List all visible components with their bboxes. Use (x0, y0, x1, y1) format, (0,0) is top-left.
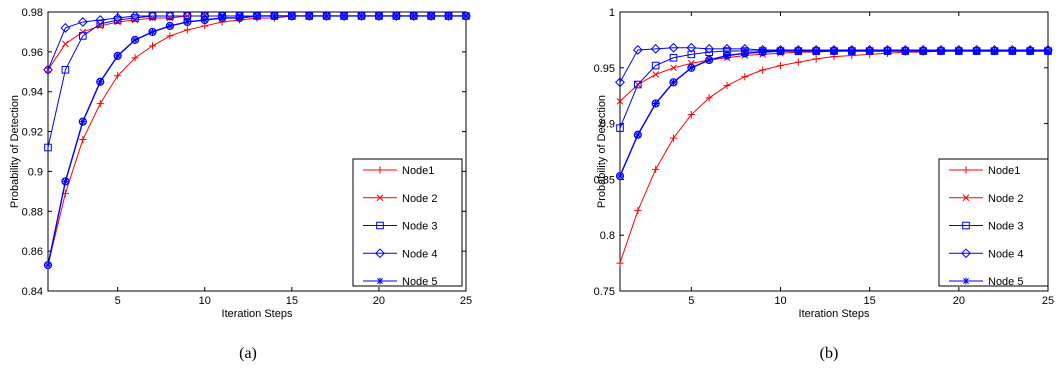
legend-marker (963, 278, 970, 285)
y-tick-label: 0.95 (594, 63, 615, 75)
chart-panel-b: 5 10 15 20 25 0.75 0.8 0.85 0.9 0.95 1 Iteration St… (594, 7, 1055, 362)
legend-label: Node 3 (988, 221, 1023, 233)
x-tick-label: 5 (688, 295, 694, 307)
y-axis-label: Probability of Detection (596, 95, 608, 208)
x-tick-label: 10 (774, 295, 786, 307)
legend-label: Node 5 (402, 276, 437, 288)
y-tick-label: 0.94 (22, 87, 43, 99)
y-tick-label: 0.8 (600, 230, 615, 242)
legend: Node1 Node 2 Node 3 Node 4 Node 5 (939, 159, 1048, 288)
x-tick-label: 20 (953, 295, 965, 307)
y-tick-label: 1 (609, 7, 615, 19)
chart-panel-a: 5 10 15 20 25 0.84 0.86 0.88 0.9 0.92 0.94 0.96 0.98… (9, 7, 472, 362)
legend-label: Node 2 (402, 193, 437, 205)
legend-label: Node 5 (988, 276, 1023, 288)
y-tick-label: 0.98 (22, 7, 43, 19)
legend-label: Node1 (402, 165, 434, 177)
legend-label: Node 4 (402, 248, 437, 260)
legend-label: Node 2 (988, 193, 1023, 205)
legend: Node1 Node 2 Node 3 Node 4 Node 5 (353, 159, 462, 288)
y-tick-label: 0.9 (28, 166, 43, 178)
x-tick-label: 25 (1042, 295, 1054, 307)
x-tick-label: 5 (115, 295, 121, 307)
x-tick-label: 20 (373, 295, 385, 307)
x-axis-label: Iteration Steps (222, 308, 293, 320)
y-tick-label: 0.92 (22, 127, 43, 139)
x-tick-label: 25 (460, 295, 472, 307)
legend-label: Node1 (988, 165, 1020, 177)
y-tick-label: 0.86 (22, 246, 43, 258)
y-tick-label: 0.84 (22, 286, 43, 298)
x-tick-label: 10 (199, 295, 211, 307)
y-axis-label: Probability of Detection (9, 95, 21, 208)
x-tick-label: 15 (286, 295, 298, 307)
x-axis-label: Iteration Steps (799, 308, 870, 320)
legend-label: Node 3 (402, 221, 437, 233)
legend-label: Node 4 (988, 248, 1023, 260)
x-tick-label: 15 (864, 295, 876, 307)
y-tick-label: 0.75 (594, 286, 615, 298)
y-tick-label: 0.88 (22, 206, 43, 218)
figure-caption: (b) (820, 345, 839, 362)
legend-marker (377, 278, 384, 285)
figure-caption: (a) (239, 345, 257, 362)
y-tick-label: 0.96 (22, 47, 43, 59)
